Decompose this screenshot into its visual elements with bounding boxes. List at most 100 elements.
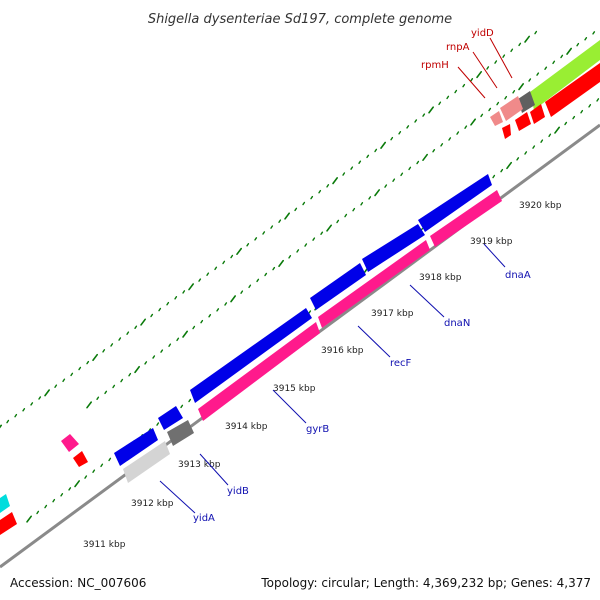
genome-summary-text: Topology: circular; Length: 4,369,232 bp… — [261, 576, 591, 590]
pale-feature-yidA — [123, 441, 170, 483]
tick-dot — [432, 148, 436, 153]
tick-dot — [446, 95, 450, 100]
red-leader-lines — [457, 37, 513, 99]
tick-dot — [360, 202, 364, 206]
tick-dot — [240, 290, 244, 294]
tick-dot — [494, 60, 498, 64]
tick-dot — [166, 301, 170, 306]
tick-dot — [108, 457, 112, 462]
tick-mark-major — [470, 118, 477, 126]
tick-mark-major — [332, 177, 339, 185]
tick-dot — [256, 278, 260, 283]
tick-label-3920: 3920 kbp — [519, 201, 562, 211]
tick-dot — [128, 372, 132, 377]
tick-dot — [544, 66, 548, 70]
tick-label-3911: 3911 kbp — [83, 540, 126, 550]
tick-dot — [246, 243, 250, 247]
tick-mark-major — [506, 161, 513, 170]
tick-mark-major — [422, 153, 429, 161]
tick-dot — [104, 390, 108, 395]
tick-dot — [342, 172, 346, 176]
salmon-feature — [500, 96, 523, 121]
tick-dot — [564, 121, 568, 126]
tick-dot — [518, 42, 522, 47]
tick-dot — [150, 313, 154, 318]
tick-dot — [36, 510, 40, 515]
tick-dot — [294, 207, 298, 212]
gene-label-yidD: yidD — [471, 28, 494, 39]
tick-dot — [102, 349, 106, 353]
tick-dot — [422, 113, 426, 117]
tick-mark-major — [278, 259, 285, 268]
tick-dot — [156, 422, 160, 426]
tick-mark-major — [44, 389, 51, 397]
blue-leader-lines — [159, 243, 506, 514]
red-small-feature — [73, 451, 88, 467]
tick-dot — [408, 166, 412, 171]
tick-mark-major — [140, 318, 146, 326]
tick-mark-major — [92, 353, 98, 362]
tick-dot — [44, 504, 48, 509]
tick-dot — [488, 107, 492, 112]
tick-dot — [296, 249, 300, 253]
tick-dot — [502, 54, 506, 58]
gene-recF-arrow — [310, 263, 366, 310]
tick-dot — [248, 284, 252, 289]
gene-label-dnaN: dnaN — [444, 318, 470, 329]
tick-dot — [344, 213, 348, 218]
tick-dot — [366, 154, 370, 159]
tick-dot — [414, 119, 418, 123]
tick-dot — [160, 349, 164, 353]
tick-mark-major — [566, 47, 573, 55]
tick-dot — [536, 72, 540, 76]
gene-label-recF: recF — [390, 358, 412, 369]
tick-dot — [54, 384, 58, 388]
tick-dot — [312, 237, 316, 241]
tick-mark-major — [374, 189, 381, 197]
tick-dot — [254, 237, 258, 241]
tick-mark-major — [326, 224, 333, 232]
tick-dot — [352, 207, 356, 212]
tick-dot — [320, 231, 324, 235]
tick-mark-major — [380, 141, 387, 149]
tick-dot — [500, 168, 504, 173]
tick-dot — [548, 133, 552, 138]
tick-dot — [168, 343, 172, 347]
salmon-feature-small — [490, 111, 503, 126]
tick-dot — [272, 266, 276, 271]
tick-dot — [406, 125, 410, 129]
leader-yidB — [199, 453, 229, 486]
tick-dot — [134, 325, 138, 330]
tick-mark-major — [230, 295, 236, 303]
gene-label-rpmH: rpmH — [421, 60, 449, 71]
tick-dot — [208, 314, 212, 318]
tick-dot — [390, 136, 394, 141]
lime-feature — [530, 40, 600, 110]
tick-mark-major — [182, 330, 188, 338]
tick-dot — [534, 30, 538, 35]
tick-dot — [60, 493, 64, 497]
tick-dot — [38, 396, 42, 400]
red-feature-c — [515, 112, 531, 131]
leader-rnpA — [472, 51, 498, 89]
gene-dnaN-reverse — [318, 240, 430, 328]
tick-mark-major — [86, 401, 92, 409]
tick-dot — [70, 372, 74, 377]
tick-label-3917: 3917 kbp — [371, 309, 414, 319]
tick-label-3914: 3914 kbp — [225, 422, 268, 432]
tick-dot — [384, 184, 388, 188]
gene-gyrB-reverse — [198, 322, 320, 421]
tick-dot — [22, 408, 26, 412]
tick-mark-major — [476, 71, 483, 79]
tick-dot — [326, 184, 330, 188]
tick-dot — [100, 463, 104, 468]
tick-mark-major — [188, 283, 194, 291]
tick-label-3918: 3918 kbp — [419, 273, 462, 283]
tick-dot — [110, 343, 114, 347]
tick-dot — [78, 366, 82, 371]
tick-dot — [462, 83, 466, 88]
tick-label-3913: 3913 kbp — [178, 460, 221, 470]
tick-dot — [222, 260, 226, 265]
tick-mark-major — [0, 424, 3, 429]
